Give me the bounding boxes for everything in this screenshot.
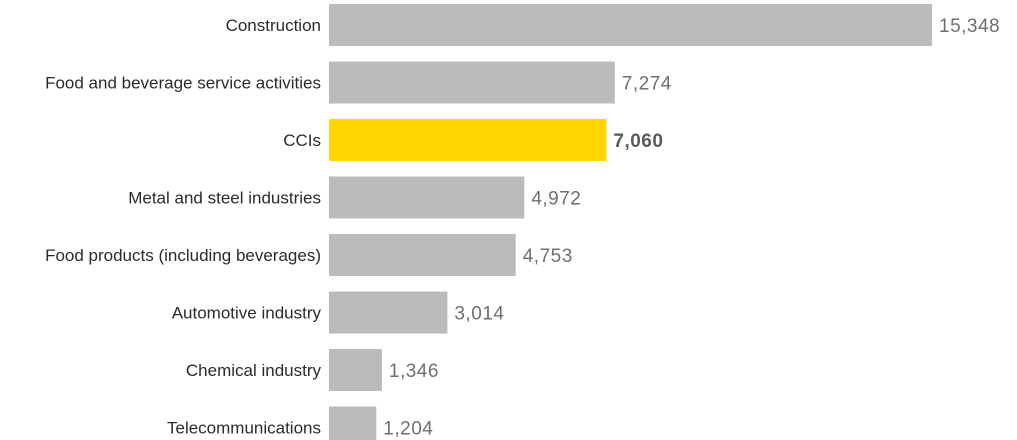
bar-chemical-industry bbox=[329, 349, 382, 391]
category-label-metal-and-steel-industries: Metal and steel industries bbox=[128, 189, 321, 208]
bar-ccis bbox=[329, 119, 607, 161]
category-labels: Construction Food and beverage service ac… bbox=[45, 16, 321, 438]
value-label-metal-and-steel-industries: 4,972 bbox=[531, 189, 581, 210]
value-label-chemical-industry: 1,346 bbox=[389, 361, 439, 382]
category-label-food-products-including-beverages: Food products (including beverages) bbox=[45, 246, 321, 265]
bar-telecommunications bbox=[329, 406, 377, 440]
category-label-automotive-industry: Automotive industry bbox=[172, 304, 322, 323]
value-label-construction: 15,348 bbox=[939, 16, 1000, 37]
bar-automotive-industry bbox=[329, 291, 448, 334]
value-labels: 15,348 7,274 7,060 4,972 4,753 3,014 1,346 1,20… bbox=[383, 16, 1000, 440]
bars-layer bbox=[329, 4, 932, 440]
category-label-construction: Construction bbox=[226, 16, 321, 35]
value-label-telecommunications: 1,204 bbox=[383, 419, 433, 440]
bar-construction bbox=[329, 4, 932, 46]
bar-metal-and-steel-industries bbox=[329, 176, 525, 219]
value-label-food-products-including-beverages: 4,753 bbox=[523, 246, 573, 267]
value-label-food-and-beverage-service-activities: 7,274 bbox=[622, 74, 672, 95]
category-label-chemical-industry: Chemical industry bbox=[186, 361, 322, 380]
value-label-automotive-industry: 3,014 bbox=[454, 304, 504, 325]
category-label-ccis: CCIs bbox=[283, 131, 321, 150]
category-label-telecommunications: Telecommunications bbox=[167, 419, 321, 438]
bar-food-products-including-beverages bbox=[329, 234, 516, 276]
value-label-ccis: 7,060 bbox=[613, 131, 663, 152]
bar-food-and-beverage-service-activities bbox=[329, 61, 615, 104]
category-label-food-and-beverage-service-activities: Food and beverage service activities bbox=[45, 74, 321, 93]
